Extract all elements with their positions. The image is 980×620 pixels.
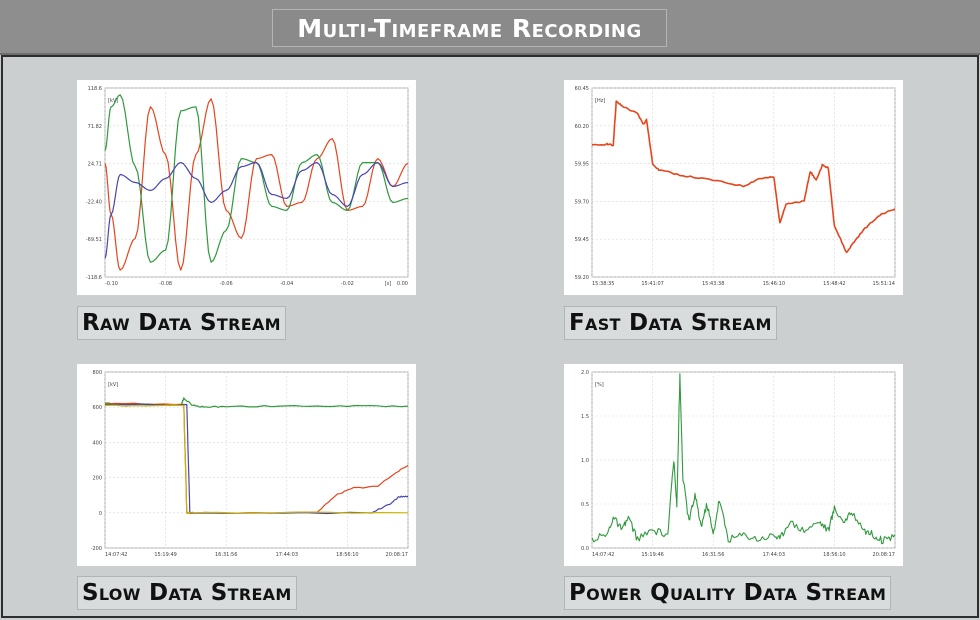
chart-svg: 118.6 71.82 24.71 -22.40 -69.51 -118.6-0.10 -0… [86,86,409,287]
plot-area [104,371,409,549]
y-tick-label: 800 [92,370,102,376]
x-tick-label: 17:44:03 [276,552,298,558]
y-unit-label: [kV] [108,382,118,388]
x-tick-label: 15:43:38 [702,281,724,287]
x-tick-label: 15:48:42 [823,281,845,287]
x-tick-label: -0.08 [159,281,172,287]
y-tick-label: 60.45 [575,86,589,92]
x-tick-label: 0.00 [397,281,408,287]
y-unit-label: [%] [595,382,604,388]
x-tick-label: -0.04 [280,281,293,287]
series-line [104,162,409,259]
page-title: Multi-Timeframe Recording [272,9,667,47]
y-tick-label: 1.0 [581,458,589,464]
y-tick-label: 0 [99,511,102,517]
series-line [104,403,409,515]
x-tick-label: -0.02 [341,281,354,287]
series-line [104,98,409,271]
power-quality-chart: 2.0 1.5 1.0 0.5 0.0 14:07:42 15:19:46 16:31:56 1… [564,364,903,566]
y-tick-label: 60.20 [575,124,589,130]
x-tick-label: 15:41:07 [641,281,663,287]
y-tick-label: 600 [92,405,102,411]
x-unit-label: [s] [385,281,392,287]
y-tick-label: 0.0 [581,546,589,552]
y-tick-label: 24.71 [88,162,102,168]
x-tick-label: 20:08:17 [873,552,895,558]
x-tick-label: 15:19:49 [154,552,176,558]
series-line [104,404,409,514]
slow-data-chart: 800 600 400 200 0 -200 14:07:42 15:19:49 16:31:5… [77,364,416,566]
x-tick-label: 14:07:42 [592,552,614,558]
y-tick-label: 2.0 [581,370,589,376]
header-bar: Multi-Timeframe Recording [0,0,980,55]
x-tick-label: 15:46:10 [763,281,785,287]
y-tick-label: 200 [92,476,102,482]
x-tick-label: 17:44:03 [763,552,785,558]
plot-area [591,87,896,278]
y-tick-label: 400 [92,440,102,446]
y-tick-label: 71.82 [88,124,102,130]
y-tick-label: -22.40 [86,199,102,205]
x-tick-label: 18:56:10 [336,552,358,558]
x-tick-label: 16:31:56 [215,552,237,558]
y-unit-label: [kV] [108,98,118,104]
chart-svg: 2.0 1.5 1.0 0.5 0.014:07:42 15:19:46 16:31:56 1… [581,370,896,558]
series-line [104,94,409,263]
y-tick-label: -200 [91,546,102,552]
x-tick-label: 16:31:56 [702,552,724,558]
y-tick-label: -118.6 [86,275,102,281]
fast-data-chart: 60.45 60.20 59.95 59.70 59.45 59.20 15:38:35 15… [564,80,903,295]
x-tick-label: -0.10 [105,281,118,287]
y-tick-label: 59.70 [575,199,589,205]
y-tick-label: 1.5 [581,414,589,420]
series-line [591,373,896,545]
power-quality-label: Power Quality Data Stream [564,576,892,610]
plot-area [104,87,409,278]
x-tick-label: 15:38:35 [592,281,614,287]
series-line [591,100,896,254]
x-tick-label: 15:51:14 [873,281,895,287]
y-unit-label: [Hz] [595,98,605,104]
y-tick-label: 118.6 [88,86,102,92]
y-tick-label: 59.95 [575,162,589,168]
x-tick-label: 20:08:17 [386,552,408,558]
y-tick-label: -69.51 [86,237,102,243]
slow-data-label: Slow Data Stream [77,576,297,610]
x-tick-label: 14:07:42 [105,552,127,558]
y-tick-label: 59.45 [575,237,589,243]
raw-data-chart: 118.6 71.82 24.71 -22.40 -69.51 -118.6 -0.10 -0… [77,80,416,295]
fast-data-label: Fast Data Stream [564,306,777,340]
y-tick-label: 0.5 [581,502,589,508]
raw-data-label: Raw Data Stream [77,306,286,340]
y-tick-label: 59.20 [575,275,589,281]
x-tick-label: 15:19:46 [641,552,663,558]
x-tick-label: -0.06 [220,281,233,287]
x-tick-label: 18:56:10 [823,552,845,558]
